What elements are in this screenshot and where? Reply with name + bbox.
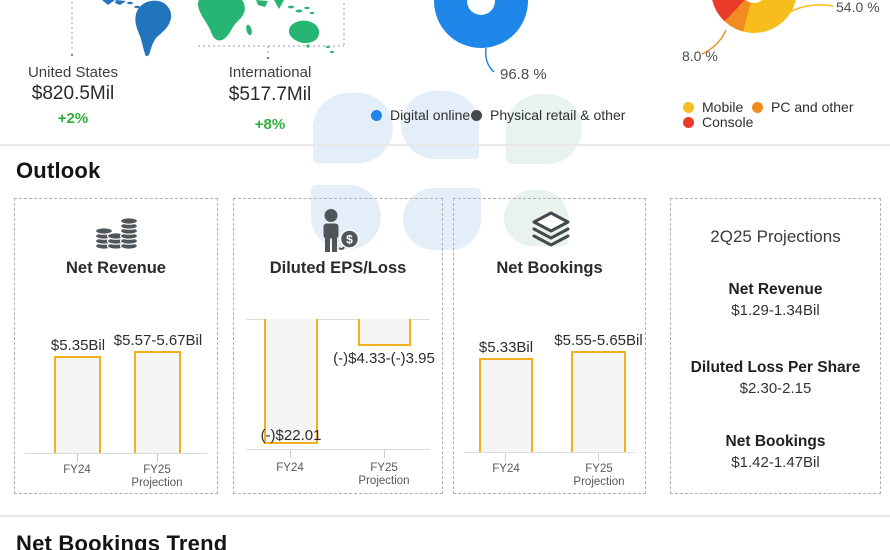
- bar-value-fy25: (-)$4.33-(-)3.95: [333, 350, 435, 367]
- legend-physical-retail: Physical retail & other: [471, 107, 625, 123]
- projection-value-net-revenue: $1.29-1.34Bil: [731, 302, 820, 319]
- card-net-revenue: Net Revenue $5.35Bil $5.57-5.67Bil FY24 …: [14, 198, 218, 494]
- x-label-fy25-line1: FY25: [143, 464, 171, 476]
- bar-fy25: [358, 319, 411, 346]
- map-region-united-states: [102, 0, 172, 57]
- legend-dot-physical-retail: [471, 109, 482, 121]
- legend-label-pc-and-other: PC and other: [771, 99, 854, 115]
- watermark-shape: [313, 93, 393, 163]
- x-label-fy24: FY24: [492, 463, 520, 475]
- card-net-bookings: Net Bookings $5.33Bil $5.55-5.65Bil FY24…: [453, 198, 646, 494]
- bar-fy25: [571, 351, 626, 452]
- legend-dot-pc-and-other: [752, 101, 763, 113]
- legend-label-console: Console: [702, 114, 754, 130]
- x-label-fy24: FY24: [276, 462, 304, 474]
- legend-dot-digital-online: [371, 109, 382, 121]
- x-label-fy25: FY25 Projection: [122, 464, 192, 490]
- legend-dot-console: [683, 116, 694, 128]
- axis-baseline: [246, 449, 430, 450]
- axis-tick: [77, 454, 78, 462]
- card-title: Diluted EPS/Loss: [269, 259, 407, 277]
- axis-tick: [290, 450, 291, 458]
- legend-console: Console: [683, 114, 753, 130]
- watermark-shape: [506, 94, 582, 164]
- map-pointer-dot: [266, 56, 270, 60]
- layers-icon: [532, 211, 569, 247]
- projection-label-net-bookings: Net Bookings: [725, 433, 826, 450]
- us-region-label: United States: [27, 64, 119, 81]
- axis-tick: [505, 453, 506, 461]
- us-region-change: +2%: [57, 110, 89, 127]
- bar-value-fy25: $5.57-5.67Bil: [113, 332, 203, 349]
- bar-value-fy25: $5.55-5.65Bil: [554, 332, 643, 349]
- x-label-fy25-line1: FY25: [585, 463, 613, 475]
- card-2q25-projections: 2Q25 Projections Net Revenue $1.29-1.34B…: [670, 198, 881, 494]
- international-region-label: International: [228, 64, 312, 81]
- bar-value-fy24: (-)$22.01: [260, 427, 322, 444]
- bar-fy25: [134, 351, 181, 453]
- map-region-international: [197, 0, 334, 54]
- projection-label-net-revenue: Net Revenue: [728, 281, 823, 298]
- digital-callout: 96.8 %: [500, 66, 547, 83]
- pc-callout-leader: [701, 29, 727, 55]
- coins-icon: [94, 217, 139, 250]
- watermark-shape: [401, 91, 479, 159]
- axis-tick: [598, 453, 599, 461]
- outlook-heading: Outlook: [16, 158, 101, 183]
- pc-callout: 8.0 %: [682, 48, 718, 64]
- axis-baseline: [464, 452, 635, 453]
- projection-value-diluted-loss: $2.30-2.15: [739, 380, 812, 397]
- person-dollar-icon: $: [323, 209, 360, 252]
- map-leader-lines: [71, 2, 345, 55]
- bar-fy24: [264, 319, 318, 444]
- axis-tick: [157, 454, 158, 462]
- card-diluted-eps: $ Diluted EPS/Loss (-)$22.01 (-)$4.33-(-…: [233, 198, 443, 494]
- digital-split-donut-hole: [467, 0, 495, 15]
- net-bookings-trend-heading: Net Bookings Trend: [16, 531, 228, 550]
- axis-tick: [384, 450, 385, 458]
- projection-label-diluted-loss: Diluted Loss Per Share: [690, 359, 861, 376]
- projection-value-net-bookings: $1.42-1.47Bil: [731, 454, 820, 471]
- card-title: Net Revenue: [66, 259, 166, 277]
- international-region-value: $517.7Mil: [228, 84, 312, 105]
- legend-mobile: Mobile: [683, 99, 743, 115]
- legend-dot-mobile: [683, 101, 694, 113]
- bar-value-fy24: $5.35Bil: [50, 337, 106, 354]
- map-pointer-dot: [70, 53, 74, 57]
- x-label-fy25: FY25 Projection: [349, 462, 419, 488]
- bar-fy24: [479, 358, 533, 452]
- platform-split-donut-hole: [741, 0, 767, 3]
- legend-label-digital-online: Digital online: [390, 107, 471, 123]
- legend-digital-online: Digital online: [371, 107, 470, 123]
- x-label-fy25: FY25 Projection: [564, 463, 634, 489]
- x-label-fy25-line2: Projection: [358, 475, 410, 487]
- mobile-callout: 54.0 %: [836, 0, 880, 15]
- x-label-fy24: FY24: [63, 464, 91, 476]
- legend-label-physical-retail: Physical retail & other: [490, 107, 626, 123]
- bar-value-fy24: $5.33Bil: [478, 339, 534, 356]
- mobile-callout-leader: [787, 4, 834, 14]
- card-title: Net Bookings: [496, 259, 603, 277]
- legend-label-mobile: Mobile: [702, 99, 744, 115]
- us-region-value: $820.5Mil: [31, 83, 115, 104]
- section-divider: [0, 515, 890, 517]
- world-map: [70, 0, 345, 60]
- bar-fy24: [54, 356, 101, 453]
- legend-pc-and-other: PC and other: [752, 99, 854, 115]
- digital-callout-leader: [484, 47, 495, 73]
- x-label-fy25-line2: Projection: [573, 476, 625, 488]
- x-label-fy25-line1: FY25: [370, 462, 398, 474]
- axis-baseline: [25, 453, 207, 454]
- x-label-fy25-line2: Projection: [131, 477, 183, 489]
- section-divider: [0, 144, 890, 146]
- projections-title: 2Q25 Projections: [710, 227, 841, 246]
- axis-zero-line: [246, 319, 430, 320]
- international-region-change: +8%: [254, 116, 286, 133]
- dollar-glyph: $: [346, 233, 353, 247]
